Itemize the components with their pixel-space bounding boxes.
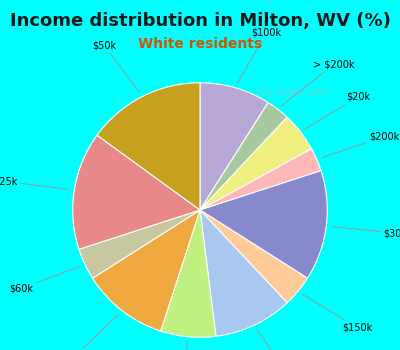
Text: $50k: $50k: [92, 41, 139, 92]
Wedge shape: [200, 103, 287, 210]
Wedge shape: [200, 83, 268, 210]
Text: $40k: $40k: [63, 315, 118, 350]
Wedge shape: [200, 210, 287, 336]
Text: $20k: $20k: [305, 92, 370, 129]
Text: $150k: $150k: [302, 294, 372, 332]
Text: White residents: White residents: [138, 37, 262, 51]
Text: $75k: $75k: [257, 330, 303, 350]
Text: > $200k: > $200k: [282, 59, 355, 106]
Text: $200k: $200k: [322, 132, 400, 158]
Text: $60k: $60k: [9, 266, 80, 294]
Wedge shape: [73, 135, 200, 249]
Text: $100k: $100k: [238, 28, 282, 83]
Wedge shape: [97, 83, 200, 210]
Wedge shape: [200, 210, 308, 303]
Wedge shape: [79, 210, 200, 278]
Text: City-Data.com: City-Data.com: [255, 88, 329, 97]
Text: Income distribution in Milton, WV (%): Income distribution in Milton, WV (%): [10, 12, 390, 30]
Text: $125k: $125k: [0, 176, 69, 189]
Text: $30k: $30k: [332, 226, 400, 238]
Text: $10k: $10k: [171, 342, 195, 350]
Wedge shape: [92, 210, 200, 331]
Wedge shape: [200, 149, 321, 210]
Wedge shape: [200, 171, 327, 278]
Wedge shape: [161, 210, 216, 337]
Wedge shape: [200, 117, 312, 210]
